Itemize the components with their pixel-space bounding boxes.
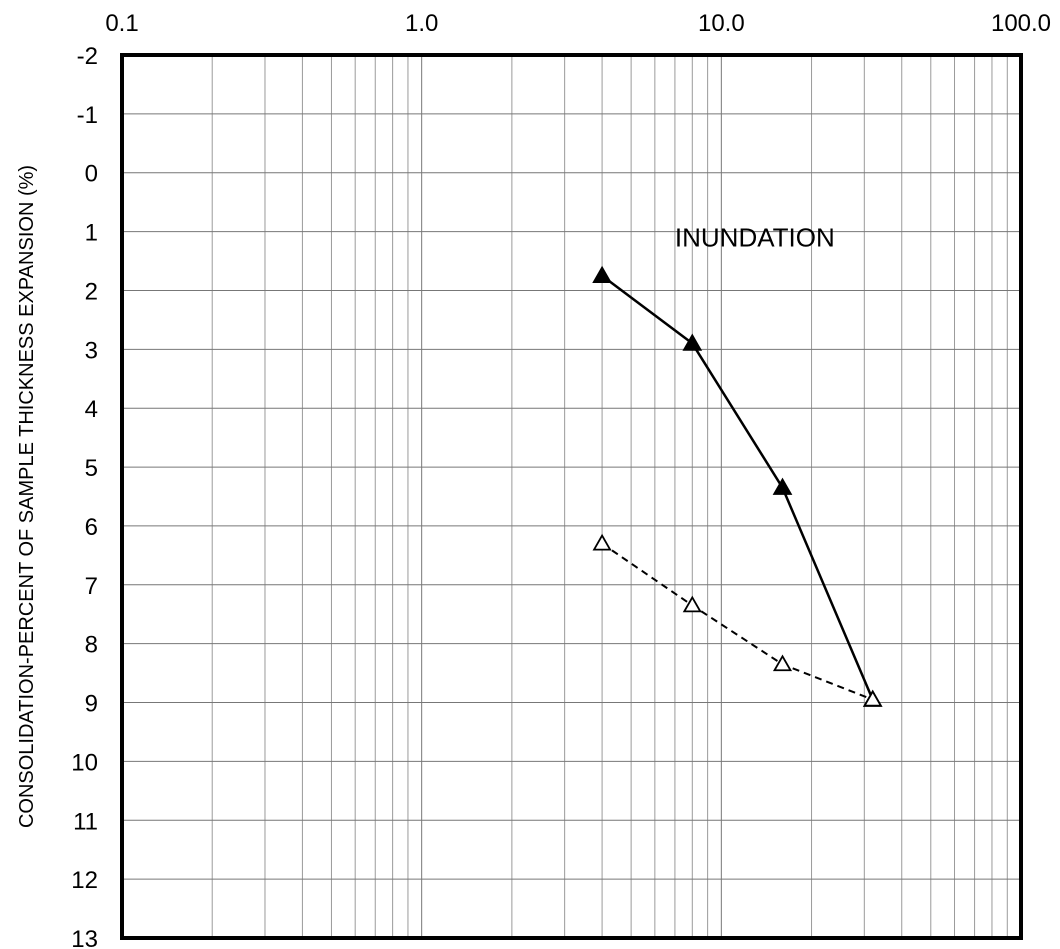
annotations: INUNDATION — [675, 222, 835, 252]
y-tick-label: 7 — [85, 573, 98, 600]
y-tick-label: 12 — [71, 867, 98, 894]
solid-series-line — [601, 274, 874, 701]
y-tick-label: 4 — [85, 396, 98, 423]
dashed-series-line — [601, 542, 874, 701]
inundation-annotation: INUNDATION — [675, 222, 835, 252]
x-tick-labels: 0.1 1.0 10.0 100.0 — [105, 10, 1051, 37]
grid-lines — [121, 54, 1021, 939]
open-triangle-marker — [592, 533, 612, 551]
x-tick-label: 0.1 — [105, 10, 138, 37]
open-triangle-marker — [772, 654, 793, 672]
y-tick-label: 2 — [85, 278, 98, 305]
y-tick-label: 11 — [73, 808, 98, 835]
open-triangle-marker — [682, 595, 702, 613]
y-tick-label: 9 — [85, 691, 98, 718]
x-tick-label: 10.0 — [698, 10, 745, 37]
x-tick-label: 100.0 — [991, 10, 1051, 37]
y-tick-label: 0 — [85, 161, 98, 188]
data-series — [592, 265, 883, 707]
y-tick-label: 6 — [85, 514, 98, 541]
filled-triangle-marker — [682, 333, 703, 351]
y-tick-label: -2 — [77, 43, 98, 70]
x-tick-label: 1.0 — [405, 10, 438, 37]
y-tick-label: 13 — [71, 926, 98, 949]
y-tick-label: 1 — [85, 220, 98, 247]
y-tick-label: 5 — [85, 455, 98, 482]
filled-triangle-marker — [772, 477, 793, 495]
y-tick-label: 10 — [71, 749, 98, 776]
y-tick-label: -1 — [77, 102, 98, 129]
y-axis-label: CONSOLIDATION-PERCENT OF SAMPLE THICKNES… — [16, 165, 38, 828]
y-tick-label: 8 — [85, 632, 98, 659]
plot-frame — [120, 53, 1023, 940]
y-tick-label: 3 — [85, 337, 98, 364]
open-triangle-marker — [863, 689, 883, 707]
filled-triangle-marker — [592, 265, 612, 283]
